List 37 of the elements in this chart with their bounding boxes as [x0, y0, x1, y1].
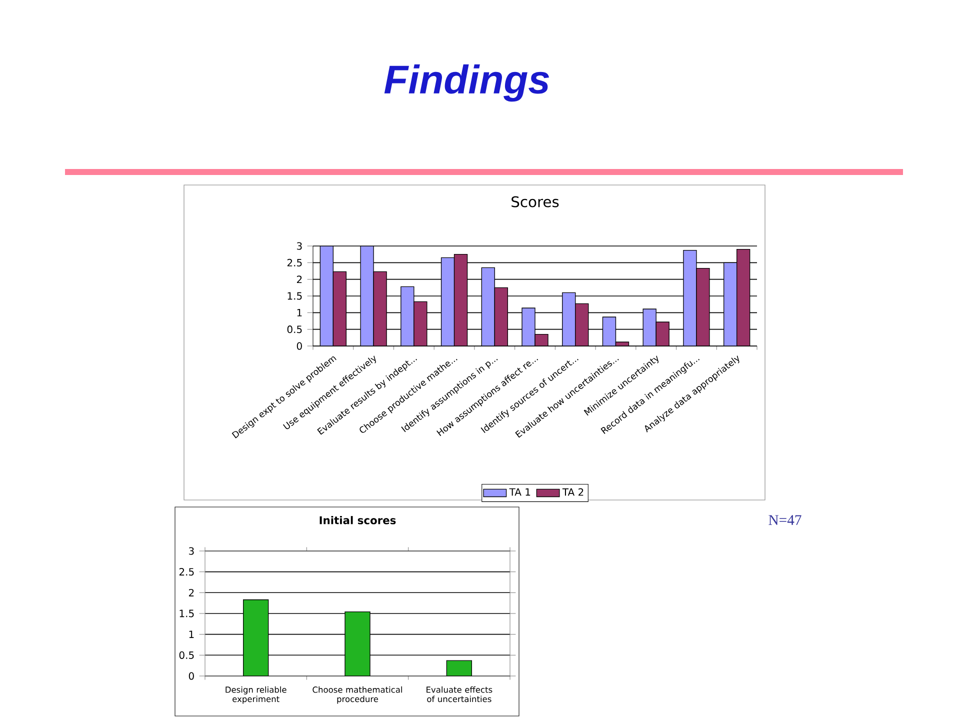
bar — [320, 246, 334, 346]
bar — [440, 257, 455, 346]
bar — [683, 250, 697, 346]
y-tick-label: 1 — [297, 309, 302, 316]
bar — [400, 286, 414, 346]
y-tick-label: 3 — [296, 242, 302, 250]
legend-label: TA 2 — [562, 488, 584, 496]
y-tick-label: 2.5 — [287, 258, 302, 266]
y-tick-label: 2 — [296, 276, 302, 284]
legend-label: TA 1 — [509, 488, 530, 496]
y-tick-label: 1 — [189, 630, 194, 638]
y-tick-label: 1.5 — [180, 610, 194, 618]
chart-title: Scores — [512, 196, 559, 208]
bar — [360, 246, 374, 346]
text: Findings — [384, 64, 550, 102]
bar — [481, 267, 495, 346]
x-tick-label: Design reliable experiment — [226, 686, 286, 704]
y-tick-label: 0 — [296, 342, 302, 350]
x-tick-label: Choose mathematical procedure — [312, 686, 402, 704]
chart-title: Initial scores — [320, 516, 396, 524]
y-tick-label: 2.5 — [179, 568, 194, 576]
y-tick-label: 0 — [188, 672, 194, 680]
y-tick-label: 3 — [188, 547, 194, 555]
bar — [642, 308, 656, 346]
x-tick-label: Evaluate effects of uncertainties — [426, 686, 492, 702]
y-tick-label: 0.5 — [179, 651, 194, 659]
bar — [446, 660, 472, 676]
bar — [243, 599, 269, 676]
y-tick-label: 0.5 — [287, 326, 302, 334]
bar — [723, 262, 738, 346]
y-tick-label: 2 — [188, 588, 194, 596]
bar — [602, 316, 616, 346]
bar — [562, 292, 576, 346]
text: N=47 — [768, 515, 802, 525]
y-tick-label: 1.5 — [288, 292, 302, 300]
bar — [522, 308, 536, 346]
bar — [344, 611, 370, 676]
